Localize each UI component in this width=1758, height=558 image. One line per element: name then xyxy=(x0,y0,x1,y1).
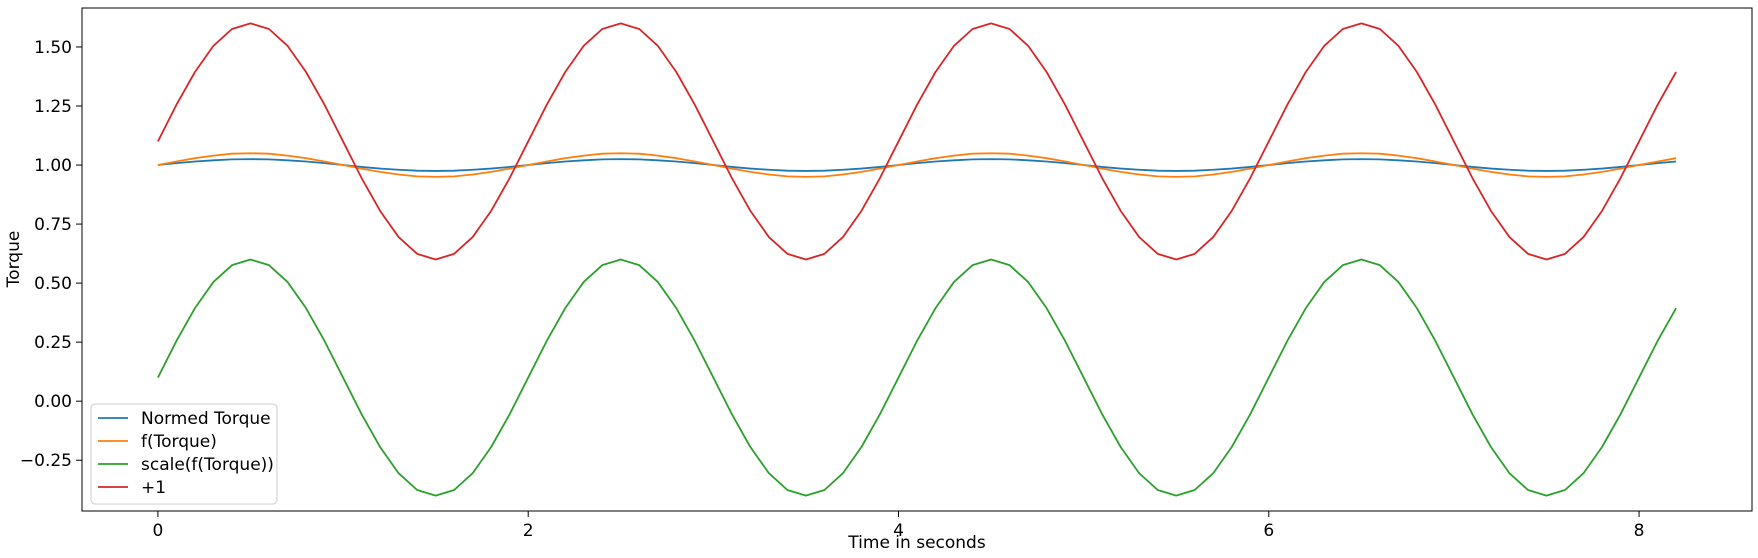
y-axis-ticks: −0.25 0.00 0.25 0.50 0.75 1.00 1.25 1.50 xyxy=(20,38,82,471)
x-tick-label: 6 xyxy=(1263,521,1274,541)
legend-box xyxy=(90,403,278,505)
series-line-2 xyxy=(157,152,1677,178)
y-tick-label: 0.00 xyxy=(34,392,72,412)
y-axis-label: Torque xyxy=(4,231,24,289)
x-tick-label: 0 xyxy=(152,521,163,541)
y-tick-label: 0.75 xyxy=(34,215,72,235)
legend: Normed Torque f(Torque) scale(f(Torque)) +1 xyxy=(90,403,278,505)
legend-label-4: +1 xyxy=(141,478,166,498)
x-axis-ticks: 0 2 4 6 8 xyxy=(152,511,1644,541)
legend-label-2: f(Torque) xyxy=(141,432,217,452)
y-tick-label: 1.25 xyxy=(34,97,72,117)
x-tick-label: 2 xyxy=(523,521,534,541)
series-line-3 xyxy=(157,258,1677,497)
y-tick-label: 0.25 xyxy=(34,333,72,353)
y-tick-label: 1.00 xyxy=(34,156,72,176)
series-layer xyxy=(157,22,1677,497)
x-tick-label: 8 xyxy=(1634,521,1645,541)
legend-label-3: scale(f(Torque)) xyxy=(141,455,274,475)
legend-label-1: Normed Torque xyxy=(141,409,271,429)
y-tick-label: −0.25 xyxy=(20,451,72,471)
y-tick-label: 0.50 xyxy=(34,274,72,294)
x-tick-label: 4 xyxy=(893,521,904,541)
x-axis-label: Time in seconds xyxy=(847,533,986,553)
plot-frame xyxy=(81,7,1753,512)
y-tick-label: 1.50 xyxy=(34,38,72,58)
series-line-4 xyxy=(157,22,1677,261)
series-line-1 xyxy=(157,158,1677,172)
plot-area xyxy=(82,8,1752,511)
